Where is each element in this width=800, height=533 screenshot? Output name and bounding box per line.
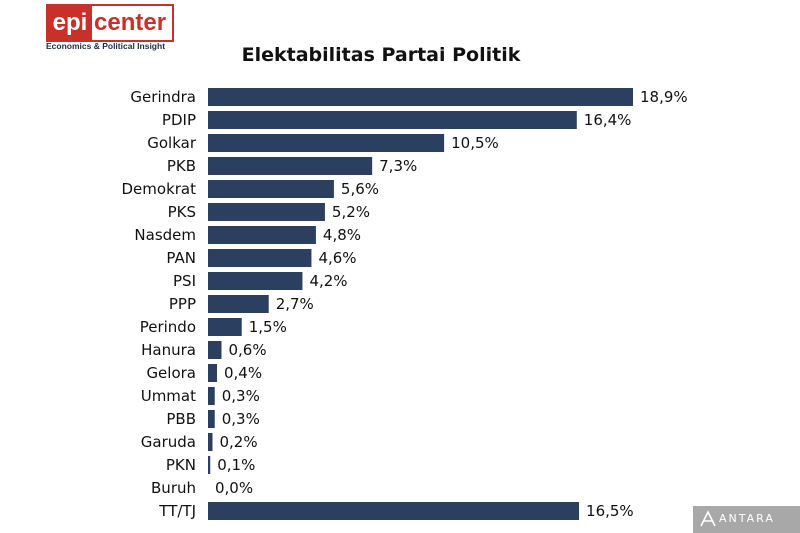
logo-center-text: center — [94, 9, 167, 36]
value-label: 0,2% — [219, 433, 257, 451]
value-label: 5,6% — [341, 180, 379, 198]
bar — [208, 134, 445, 152]
value-label: 1,5% — [249, 318, 287, 336]
category-label: Buruh — [151, 479, 196, 497]
category-label: Garuda — [141, 433, 196, 451]
logo-epi-text: epi — [48, 6, 92, 40]
value-label: 4,8% — [323, 226, 361, 244]
watermark-text: ANTARA — [719, 512, 775, 525]
bar — [208, 88, 633, 106]
bar — [208, 111, 577, 129]
logo-frame: epi center — [46, 4, 174, 42]
bar — [208, 341, 222, 359]
value-label: 10,5% — [451, 134, 499, 152]
value-label: 18,9% — [640, 88, 688, 106]
bar — [208, 203, 325, 221]
logo-tagline: Economics & Political Insight — [46, 41, 166, 51]
value-label: 0,3% — [222, 387, 260, 405]
bar — [208, 180, 334, 198]
value-label: 7,3% — [379, 157, 417, 175]
value-label: 0,4% — [224, 364, 262, 382]
value-label: 16,5% — [586, 502, 634, 520]
value-label: 4,6% — [318, 249, 356, 267]
category-label: Gerindra — [130, 88, 196, 106]
bar — [208, 318, 242, 336]
value-label: 4,2% — [309, 272, 347, 290]
bar — [208, 226, 316, 244]
category-label: Gelora — [146, 364, 196, 382]
category-label: PPP — [169, 295, 196, 313]
category-label: PSI — [173, 272, 196, 290]
bar — [208, 249, 312, 267]
bar — [208, 410, 215, 428]
category-label: TT/TJ — [158, 502, 196, 520]
value-label: 0,0% — [215, 479, 253, 497]
value-label: 0,1% — [217, 456, 255, 474]
category-label: Hanura — [141, 341, 196, 359]
category-label: PKN — [166, 456, 196, 474]
category-label: Perindo — [140, 318, 196, 336]
category-label: PDIP — [162, 111, 196, 129]
value-label: 0,6% — [228, 341, 266, 359]
antara-logo-icon — [700, 510, 716, 527]
category-label: Nasdem — [134, 226, 196, 244]
category-label: Golkar — [147, 134, 197, 152]
bar — [208, 364, 217, 382]
value-label: 16,4% — [584, 111, 632, 129]
category-label: Demokrat — [122, 180, 197, 198]
category-label: PKS — [168, 203, 196, 221]
antara-watermark: ANTARA — [693, 506, 800, 533]
category-label: PKB — [167, 157, 196, 175]
category-label: PBB — [166, 410, 196, 428]
bar — [208, 272, 303, 290]
value-label: 2,7% — [276, 295, 314, 313]
category-label: PAN — [166, 249, 196, 267]
value-label: 0,3% — [222, 410, 260, 428]
category-label: Ummat — [141, 387, 196, 405]
bar — [208, 387, 215, 405]
bar — [208, 295, 269, 313]
bar — [208, 157, 373, 175]
value-label: 5,2% — [332, 203, 370, 221]
chart-title: Elektabilitas Partai Politik — [241, 44, 521, 66]
bar — [208, 502, 580, 520]
bar — [208, 433, 213, 451]
epicenter-logo: epi center Economics & Political Insight — [46, 4, 174, 52]
bar — [208, 456, 211, 474]
